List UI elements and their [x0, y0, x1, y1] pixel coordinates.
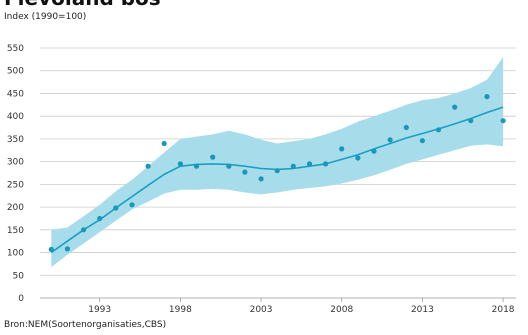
data-point-2010 — [371, 148, 377, 154]
data-point-2014 — [435, 127, 442, 133]
data-point-2002 — [242, 169, 248, 175]
data-point-2003 — [258, 176, 264, 182]
y-tick-label-450: 450 — [7, 89, 24, 99]
y-tick-label-50: 50 — [13, 271, 25, 281]
y-tick-label-250: 250 — [7, 180, 24, 190]
chart-title: Flevoland bos — [4, 0, 161, 10]
data-point-2009 — [355, 155, 361, 161]
data-point-2005 — [290, 163, 296, 169]
x-tick-label-2013: 2013 — [411, 305, 434, 315]
data-point-1996 — [145, 163, 151, 169]
data-point-1999 — [193, 163, 200, 169]
y-tick-label-350: 350 — [7, 135, 24, 145]
data-point-2017 — [484, 94, 490, 100]
chart-source: Bron:NEM(Soortenorganisaties,CBS) — [4, 320, 167, 330]
y-tick-label-0: 0 — [18, 294, 24, 304]
data-point-2007 — [323, 161, 329, 167]
chart-subtitle: Index (1990=100) — [4, 12, 87, 22]
data-point-1995 — [129, 202, 135, 208]
data-point-1993 — [97, 215, 103, 222]
data-point-2018 — [500, 118, 506, 124]
data-point-2016 — [468, 118, 474, 124]
data-point-2008 — [339, 146, 345, 152]
y-tick-label-400: 400 — [7, 112, 24, 122]
data-point-2004 — [274, 168, 280, 174]
confidence-band-area — [51, 57, 504, 268]
data-point-1990 — [48, 246, 54, 252]
data-point-2000 — [210, 154, 216, 160]
x-tick-label-1998: 1998 — [169, 305, 192, 315]
data-point-2001 — [226, 163, 232, 169]
data-point-1991 — [64, 246, 70, 252]
y-tick-label-300: 300 — [7, 158, 24, 168]
y-tick-label-200: 200 — [7, 203, 24, 213]
y-tick-label-150: 150 — [7, 226, 24, 236]
data-point-2015 — [452, 104, 458, 110]
data-point-1992 — [81, 227, 87, 233]
data-point-2011 — [387, 137, 393, 143]
x-tick-label-2003: 2003 — [250, 305, 273, 315]
data-points — [48, 94, 506, 252]
x-tick-label-2018: 2018 — [492, 305, 515, 315]
y-tick-label-550: 550 — [7, 44, 24, 54]
confidence-band — [51, 57, 504, 268]
data-point-1998 — [177, 161, 183, 167]
y-axis-ticks: 0 50 100 150 200 250 300 350 400 450 500 550 — [7, 44, 24, 304]
y-tick-label-500: 500 — [7, 67, 24, 77]
data-point-2006 — [306, 161, 313, 167]
data-point-1997 — [161, 140, 167, 147]
x-tick-label-1993: 1993 — [88, 305, 111, 315]
y-tick-label-100: 100 — [7, 249, 24, 259]
data-point-2013 — [419, 138, 425, 144]
data-point-1994 — [113, 205, 119, 211]
data-point-2012 — [403, 124, 409, 131]
x-tick-label-2008: 2008 — [330, 305, 353, 315]
x-axis-ticks: 1993 1998 2003 2008 2013 2018 — [88, 298, 515, 315]
